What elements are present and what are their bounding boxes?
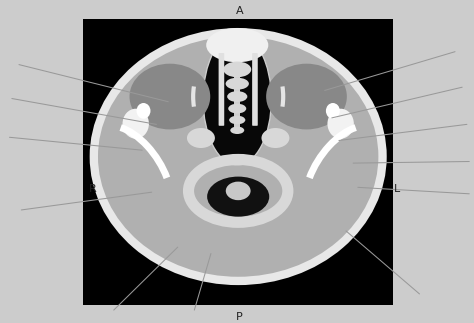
Ellipse shape — [223, 62, 251, 77]
Ellipse shape — [137, 103, 150, 119]
Ellipse shape — [228, 104, 246, 113]
Ellipse shape — [266, 64, 347, 130]
Ellipse shape — [326, 103, 340, 119]
Ellipse shape — [227, 91, 247, 102]
Ellipse shape — [203, 34, 272, 165]
Ellipse shape — [328, 109, 354, 139]
Ellipse shape — [262, 128, 290, 148]
Text: R: R — [89, 184, 96, 194]
Ellipse shape — [187, 128, 215, 148]
FancyBboxPatch shape — [252, 53, 258, 126]
Ellipse shape — [229, 116, 246, 124]
FancyBboxPatch shape — [219, 53, 224, 126]
Ellipse shape — [230, 127, 244, 134]
Text: P: P — [236, 312, 243, 322]
Ellipse shape — [129, 64, 210, 130]
Ellipse shape — [226, 182, 251, 200]
Ellipse shape — [123, 109, 149, 139]
Bar — [235, 65, 240, 128]
Ellipse shape — [94, 32, 383, 281]
Bar — [83, 19, 393, 305]
Text: L: L — [394, 184, 401, 194]
Ellipse shape — [226, 78, 249, 90]
Text: A: A — [236, 6, 243, 16]
Ellipse shape — [206, 28, 268, 62]
Ellipse shape — [207, 177, 269, 217]
